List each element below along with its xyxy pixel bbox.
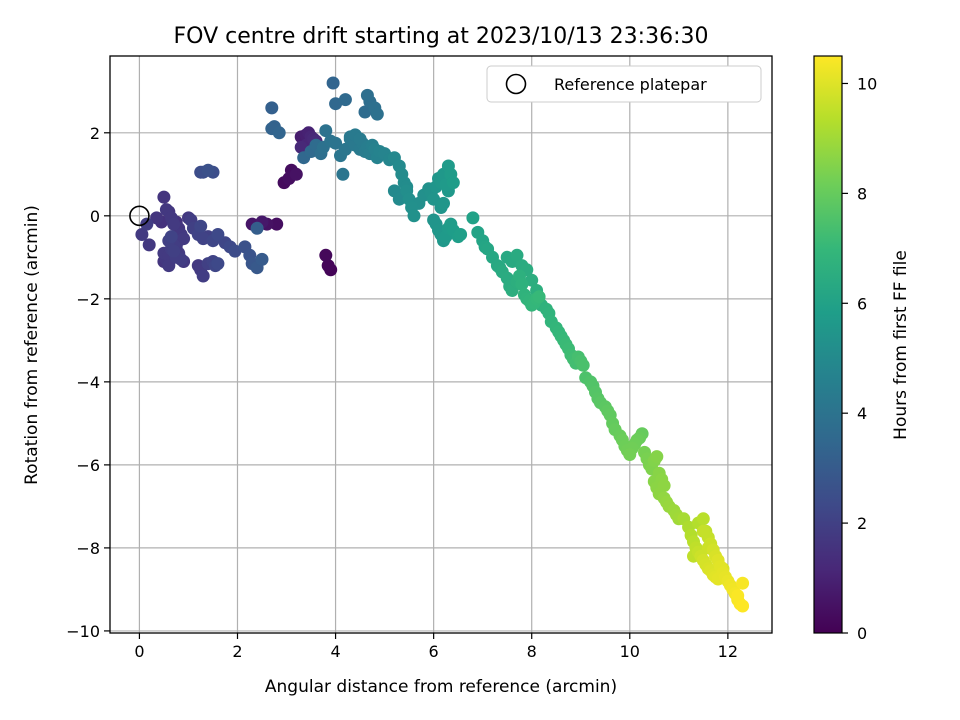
scatter-point	[201, 163, 215, 177]
scatter-point	[321, 259, 335, 273]
scatter-point	[326, 76, 340, 90]
colorbar-tick-label: 6	[857, 294, 867, 313]
scatter-point	[446, 176, 460, 190]
y-tick-label: 2	[90, 124, 100, 143]
scatter-point	[358, 105, 372, 119]
scatter-point	[736, 576, 750, 590]
scatter-point	[265, 101, 279, 115]
scatter-point	[228, 244, 242, 258]
scatter-point	[319, 248, 333, 262]
colorbar-tick-label: 4	[857, 404, 867, 423]
scatter-point	[338, 93, 352, 107]
scatter-point	[336, 167, 350, 181]
colorbar-tick-label: 10	[857, 74, 877, 93]
y-tick-label: −8	[76, 539, 100, 558]
reference-platepar-marker	[129, 205, 150, 227]
scatter-point	[255, 252, 269, 266]
scatter-points	[135, 76, 750, 613]
y-axis-ticks: −10 −8 −6 −4 −2 0 2	[66, 124, 110, 641]
plot-frame	[109, 55, 773, 634]
scatter-point	[736, 599, 750, 613]
x-axis-label: Angular distance from reference (arcmin)	[265, 677, 617, 697]
scatter-point	[731, 589, 745, 603]
grid-lines	[110, 56, 772, 633]
scatter-point	[427, 192, 441, 206]
x-tick-label: 6	[429, 642, 439, 661]
scatter-point	[392, 192, 406, 206]
x-tick-label: 12	[718, 642, 738, 661]
scatter-point	[294, 140, 308, 154]
scatter-point	[360, 88, 374, 102]
scatter-point	[525, 273, 539, 287]
scatter-point	[623, 448, 637, 461]
chart-title: FOV centre drift starting at 2023/10/13 …	[174, 24, 709, 49]
scatter-point	[150, 211, 164, 225]
x-tick-label: 8	[527, 642, 537, 661]
colorbar-gradient	[813, 55, 843, 634]
legend-marker	[505, 73, 527, 95]
colorbar-label: Hours from first FF file	[891, 250, 911, 440]
x-axis-ticks: 0 2 4 6 8 10 12	[134, 633, 738, 661]
y-tick-label: −6	[76, 456, 100, 475]
scatter-point	[407, 209, 421, 223]
scatter-point	[142, 238, 156, 252]
scatter-point	[696, 524, 710, 538]
scatter-point	[194, 219, 208, 233]
legend-label: Reference platepar	[554, 75, 707, 94]
scatter-point	[696, 512, 710, 526]
legend-box	[486, 65, 762, 103]
scatter-point	[167, 217, 181, 231]
y-tick-label: 0	[90, 207, 100, 226]
scatter-point	[196, 269, 210, 283]
scatter-point	[510, 248, 524, 262]
x-tick-label: 2	[232, 642, 242, 661]
scatter-point	[466, 211, 480, 225]
scatter-point	[135, 228, 149, 241]
colorbar-tick-label: 0	[857, 624, 867, 643]
scatter-point	[177, 232, 191, 246]
scatter-point	[329, 136, 343, 150]
y-tick-label: −4	[76, 373, 100, 392]
legend: Reference platepar	[486, 65, 762, 103]
scatter-point	[319, 124, 333, 138]
scatter-point	[211, 257, 225, 271]
colorbar-tick-label: 8	[857, 184, 867, 203]
scatter-point	[250, 221, 264, 235]
y-tick-label: −2	[76, 290, 100, 309]
scatter-point	[162, 259, 176, 273]
scatter-point	[164, 230, 178, 244]
scatter-point	[650, 450, 664, 464]
scatter-point	[515, 277, 529, 291]
colorbar: 0 2 4 6 8 10 Hours from first FF file	[813, 55, 911, 643]
y-tick-label: −10	[66, 622, 100, 641]
scatter-point	[338, 142, 352, 156]
scatter-point	[196, 232, 210, 246]
scatter-point	[289, 167, 303, 181]
y-axis-label: Rotation from reference (arcmin)	[22, 205, 42, 485]
scatter-point	[437, 196, 450, 210]
scatter-point	[370, 107, 384, 121]
x-tick-label: 4	[330, 642, 340, 661]
scatter-point	[211, 228, 225, 241]
scatter-point	[270, 217, 284, 231]
scatter-point	[157, 190, 171, 204]
colorbar-tick-label: 2	[857, 514, 867, 533]
scatter-point	[454, 228, 468, 241]
x-tick-label: 10	[620, 642, 640, 661]
scatter-point	[272, 126, 286, 140]
colorbar-ticks: 0 2 4 6 8 10	[842, 74, 877, 643]
x-tick-label: 0	[134, 642, 144, 661]
scatter-point	[532, 290, 546, 304]
scatter-point	[576, 358, 590, 372]
scatter-point	[167, 244, 181, 258]
scatter-point	[329, 97, 343, 111]
scatter-point	[140, 217, 154, 231]
